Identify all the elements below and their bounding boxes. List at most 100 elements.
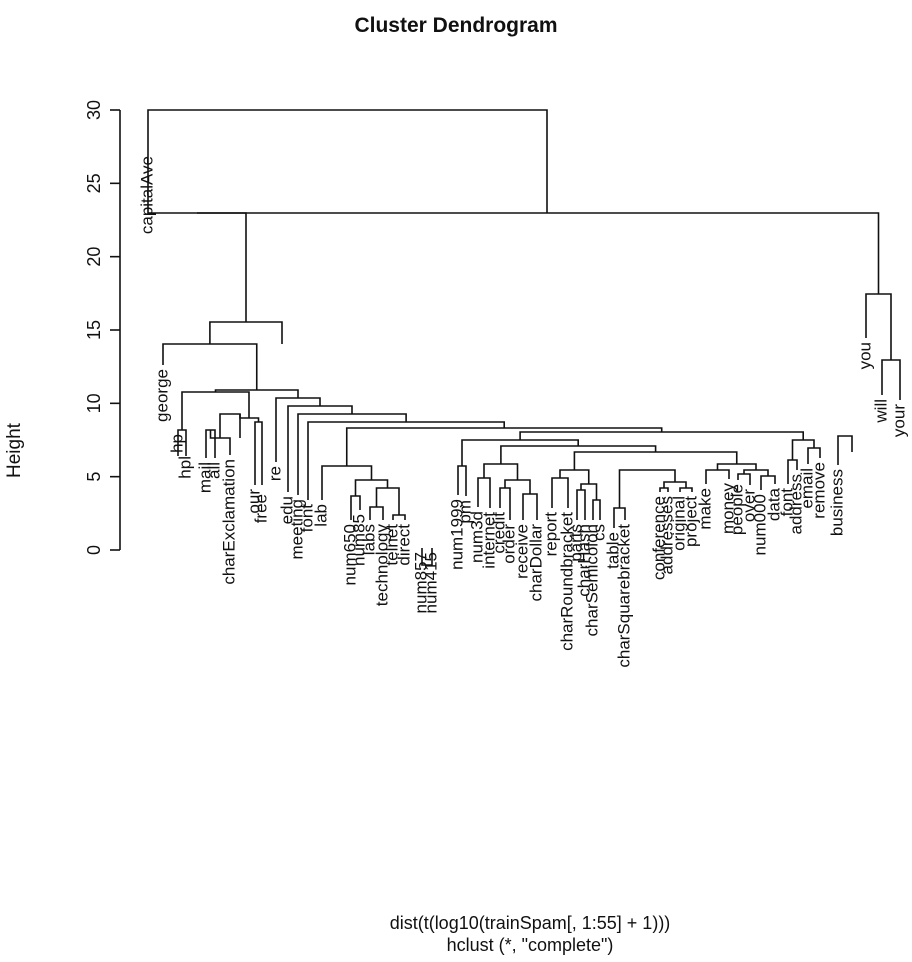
leaf-label-people: people bbox=[727, 484, 746, 535]
leaf-label-original: original bbox=[669, 496, 688, 551]
y-tick-label: 20 bbox=[84, 247, 104, 267]
leaf-label-will: will bbox=[871, 399, 890, 424]
y-axis: 0 5 10 15 20 25 30 bbox=[84, 100, 121, 555]
leaf-label-technology: technology bbox=[372, 524, 391, 607]
link bbox=[457, 465, 467, 496]
link bbox=[837, 435, 853, 465]
link bbox=[477, 477, 491, 508]
leaf-label-charRoundbracket: charRoundbracket bbox=[557, 512, 576, 651]
leaf-label-hpl: hpl bbox=[175, 456, 194, 479]
link-root bbox=[147, 109, 548, 213]
link bbox=[147, 152, 247, 322]
link-will-your bbox=[881, 359, 901, 400]
leaf-label-num1999: num1999 bbox=[447, 499, 466, 570]
link bbox=[369, 506, 384, 520]
link bbox=[573, 451, 738, 470]
leaf-label-font: font bbox=[297, 504, 316, 533]
link bbox=[618, 469, 676, 508]
leaf-label-all: all bbox=[204, 462, 223, 479]
leaf-label-charExclamation: charExclamation bbox=[219, 459, 238, 585]
link bbox=[500, 445, 657, 464]
link bbox=[592, 499, 601, 520]
leaf-label-capitalAve: capitalAve bbox=[137, 156, 156, 234]
link bbox=[375, 487, 400, 515]
link bbox=[743, 469, 769, 476]
leaf-label-business: business bbox=[827, 469, 846, 536]
link bbox=[807, 447, 821, 464]
link bbox=[392, 514, 406, 520]
leaf-label-hp: hp bbox=[167, 434, 186, 453]
leaf-label-labs: labs bbox=[359, 524, 378, 555]
leaf-label-order: order bbox=[499, 524, 518, 564]
leaf-label-project: project bbox=[681, 496, 700, 547]
link bbox=[321, 465, 373, 500]
leaf-label-re: re bbox=[265, 466, 284, 481]
link bbox=[307, 421, 505, 500]
link bbox=[576, 489, 586, 520]
sub-line-1: dist(t(log10(trainSpam[, 1:55] + 1))) bbox=[389, 913, 671, 933]
y-tick-label: 15 bbox=[84, 320, 104, 340]
y-tick-label: 10 bbox=[84, 393, 104, 413]
sub-line-2: hclust (*, "complete") bbox=[446, 935, 614, 955]
link bbox=[219, 413, 241, 438]
leaf-label-num857: num857 bbox=[411, 552, 430, 613]
link bbox=[659, 487, 669, 492]
link bbox=[461, 439, 579, 466]
link bbox=[679, 487, 693, 492]
leaf-label-charSquarebracket: charSquarebracket bbox=[614, 524, 633, 668]
link bbox=[760, 475, 776, 490]
link bbox=[580, 483, 598, 500]
link bbox=[181, 391, 250, 430]
link bbox=[559, 469, 590, 484]
y-tick-label: 0 bbox=[84, 545, 104, 555]
link bbox=[716, 463, 757, 470]
link bbox=[522, 493, 538, 520]
leaf-label-meeting: meeting bbox=[287, 499, 306, 559]
leaf-label-charHash: charHash bbox=[574, 524, 593, 597]
leaf-labels: capitalAve george hp hpl mailallcharExclamat… bbox=[137, 156, 908, 668]
leaf-label-george: george bbox=[152, 369, 171, 422]
leaf-label-internet: internet bbox=[479, 512, 498, 569]
leaf-label-charSemicolon: charSemicolon bbox=[582, 524, 601, 636]
link bbox=[345, 427, 663, 466]
leaf-label-num85: num85 bbox=[349, 514, 368, 566]
link bbox=[705, 469, 730, 484]
link bbox=[209, 321, 283, 344]
link bbox=[297, 413, 407, 495]
leaf-label-num650: num650 bbox=[340, 524, 359, 585]
leaf-label-mail: mail bbox=[195, 462, 214, 493]
leaf-label-receive: receive bbox=[512, 524, 531, 579]
link bbox=[519, 431, 804, 440]
link bbox=[737, 473, 751, 485]
leaf-label-remove: remove bbox=[809, 462, 828, 519]
chart-title: Cluster Dendrogram bbox=[354, 14, 558, 37]
leaf-label-our: our bbox=[244, 489, 263, 514]
leaf-label-free: free bbox=[251, 494, 270, 523]
leaf-label-num415: num415 bbox=[421, 552, 440, 613]
link-num857-num415 bbox=[421, 548, 433, 566]
leaf-label-num000: num000 bbox=[750, 494, 769, 555]
y-tick-label: 25 bbox=[84, 173, 104, 193]
leaf-label-parts: parts bbox=[566, 524, 585, 562]
y-tick-label: 30 bbox=[84, 100, 104, 120]
leaf-label-lab: lab bbox=[311, 504, 330, 527]
link bbox=[791, 439, 815, 460]
leaf-label-charDollar: charDollar bbox=[526, 524, 545, 602]
leaf-label-data: data bbox=[764, 487, 783, 521]
leaf-label-credit: credit bbox=[489, 512, 508, 554]
leaf-label-edu: edu bbox=[277, 496, 296, 524]
leaf-label-cs: cs bbox=[589, 524, 608, 541]
leaf-label-font2: font bbox=[777, 488, 796, 517]
leaf-label-table: table bbox=[603, 532, 622, 569]
leaf-label-make: make bbox=[695, 488, 714, 530]
link-our-free bbox=[254, 421, 263, 485]
y-tick-label: 5 bbox=[84, 472, 104, 482]
leaf-label-over: over bbox=[739, 489, 758, 522]
leaf-label-addresses: addresses bbox=[657, 496, 676, 574]
leaf-label-money: money bbox=[718, 483, 737, 535]
link bbox=[663, 481, 687, 488]
leaf-label-direct: direct bbox=[394, 524, 413, 566]
link bbox=[551, 477, 569, 508]
leaf-label-email: email bbox=[797, 468, 816, 509]
